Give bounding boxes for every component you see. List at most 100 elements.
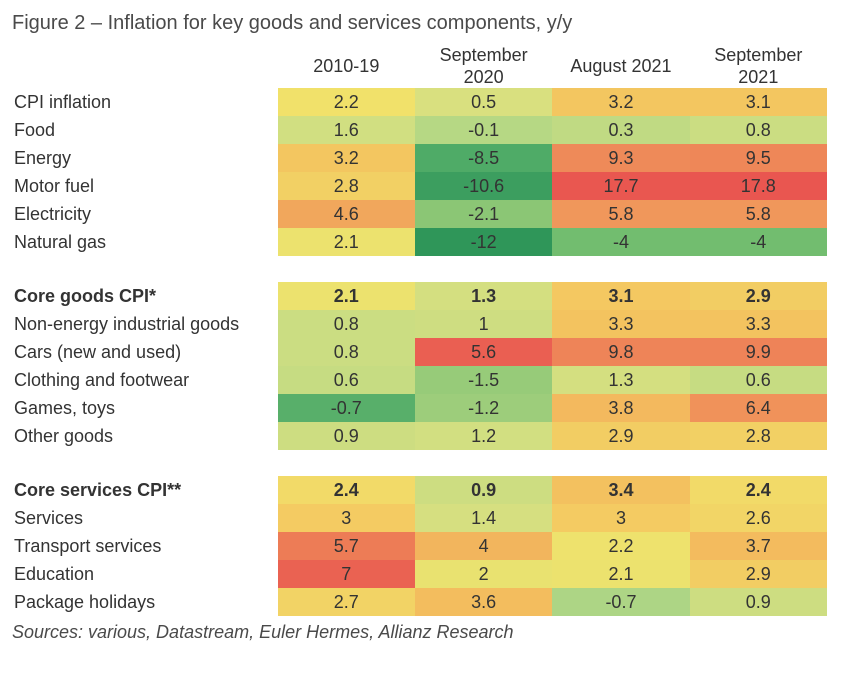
col-header-3: September2021	[690, 45, 827, 88]
cell: 3.4	[552, 476, 689, 504]
cell: 9.3	[552, 144, 689, 172]
cell: 4	[415, 532, 552, 560]
cell: 2.1	[278, 282, 415, 310]
cell: 3.7	[690, 532, 827, 560]
cell: 2.1	[552, 560, 689, 588]
table-row: Other goods0.91.22.92.8	[12, 422, 827, 450]
header-empty	[12, 45, 278, 88]
col-header-0: 2010-19	[278, 45, 415, 88]
header-row: 2010-19 September2020 August 2021 Septem…	[12, 45, 827, 88]
cell: 3.1	[690, 88, 827, 116]
cell: 3	[278, 504, 415, 532]
cell: 2.6	[690, 504, 827, 532]
cell: 3.1	[552, 282, 689, 310]
cell: 9.9	[690, 338, 827, 366]
cell: 2.8	[690, 422, 827, 450]
section-spacer	[12, 450, 827, 476]
cell: 3.2	[552, 88, 689, 116]
cell: 1.2	[415, 422, 552, 450]
cell: 2.4	[278, 476, 415, 504]
table-row: Natural gas2.1-12-4-4	[12, 228, 827, 256]
cell: -1.5	[415, 366, 552, 394]
row-label: Non-energy industrial goods	[12, 310, 278, 338]
cell: 9.8	[552, 338, 689, 366]
table-row: Food1.6-0.10.30.8	[12, 116, 827, 144]
row-label: Services	[12, 504, 278, 532]
row-label: Electricity	[12, 200, 278, 228]
cell: -12	[415, 228, 552, 256]
cell: -4	[690, 228, 827, 256]
cell: 3.6	[415, 588, 552, 616]
cell: 17.7	[552, 172, 689, 200]
table-row: CPI inflation2.20.53.23.1	[12, 88, 827, 116]
row-label: Core services CPI**	[12, 476, 278, 504]
cell: -1.2	[415, 394, 552, 422]
cell: 2.1	[278, 228, 415, 256]
table-row: Package holidays2.73.6-0.70.9	[12, 588, 827, 616]
cell: 5.6	[415, 338, 552, 366]
row-label: Clothing and footwear	[12, 366, 278, 394]
cell: 17.8	[690, 172, 827, 200]
cell: 2	[415, 560, 552, 588]
cell: 0.8	[278, 338, 415, 366]
row-label: Core goods CPI*	[12, 282, 278, 310]
cell: -10.6	[415, 172, 552, 200]
cell: 2.9	[690, 560, 827, 588]
cell: 2.9	[552, 422, 689, 450]
cell: 2.8	[278, 172, 415, 200]
cell: -4	[552, 228, 689, 256]
cell: 2.4	[690, 476, 827, 504]
cell: 9.5	[690, 144, 827, 172]
cell: 2.7	[278, 588, 415, 616]
cell: 0.9	[278, 422, 415, 450]
cell: 0.3	[552, 116, 689, 144]
cell: -0.7	[278, 394, 415, 422]
figure-title: Figure 2 – Inflation for key goods and s…	[12, 12, 832, 35]
table-row: Cars (new and used)0.85.69.89.9	[12, 338, 827, 366]
cell: 0.8	[690, 116, 827, 144]
row-label: Transport services	[12, 532, 278, 560]
row-label: Natural gas	[12, 228, 278, 256]
cell: -0.7	[552, 588, 689, 616]
cell: 2.2	[552, 532, 689, 560]
cell: 0.8	[278, 310, 415, 338]
cell: 3.8	[552, 394, 689, 422]
cell: 4.6	[278, 200, 415, 228]
row-label: Food	[12, 116, 278, 144]
cell: 0.6	[278, 366, 415, 394]
table-row: Core services CPI**2.40.93.42.4	[12, 476, 827, 504]
cell: 1.6	[278, 116, 415, 144]
table-row: Clothing and footwear0.6-1.51.30.6	[12, 366, 827, 394]
row-label: Motor fuel	[12, 172, 278, 200]
cell: 0.5	[415, 88, 552, 116]
section-spacer	[12, 256, 827, 282]
cell: 1.3	[415, 282, 552, 310]
cell: 0.6	[690, 366, 827, 394]
table-row: Core goods CPI*2.11.33.12.9	[12, 282, 827, 310]
table-row: Motor fuel2.8-10.617.717.8	[12, 172, 827, 200]
cell: 3.3	[552, 310, 689, 338]
inflation-heatmap-table: 2010-19 September2020 August 2021 Septem…	[12, 45, 827, 616]
table-row: Services31.432.6	[12, 504, 827, 532]
cell: 1.3	[552, 366, 689, 394]
table-row: Education722.12.9	[12, 560, 827, 588]
sources-note: Sources: various, Datastream, Euler Herm…	[12, 622, 832, 643]
row-label: Education	[12, 560, 278, 588]
cell: 7	[278, 560, 415, 588]
col-header-1: September2020	[415, 45, 552, 88]
table-row: Energy3.2-8.59.39.5	[12, 144, 827, 172]
cell: -0.1	[415, 116, 552, 144]
cell: 5.8	[552, 200, 689, 228]
cell: 2.2	[278, 88, 415, 116]
cell: 3.3	[690, 310, 827, 338]
table-body: CPI inflation2.20.53.23.1Food1.6-0.10.30…	[12, 88, 827, 616]
row-label: Games, toys	[12, 394, 278, 422]
cell: 1.4	[415, 504, 552, 532]
col-header-2: August 2021	[552, 45, 689, 88]
cell: 5.7	[278, 532, 415, 560]
row-label: Cars (new and used)	[12, 338, 278, 366]
cell: 1	[415, 310, 552, 338]
cell: 6.4	[690, 394, 827, 422]
row-label: Energy	[12, 144, 278, 172]
cell: 5.8	[690, 200, 827, 228]
